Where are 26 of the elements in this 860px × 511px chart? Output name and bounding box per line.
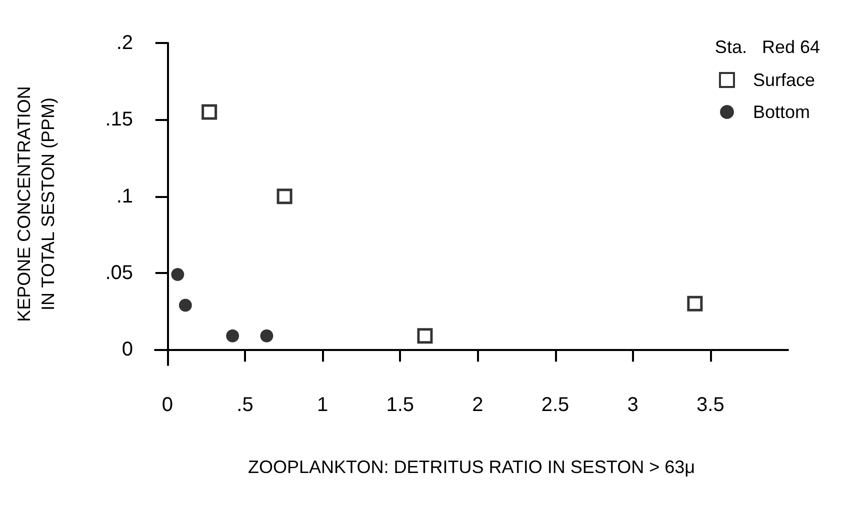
point	[260, 329, 274, 342]
point	[226, 329, 240, 342]
x-tick-label: 2.5	[541, 394, 570, 416]
x-tick-label: 3.5	[696, 394, 724, 416]
y-tick-label: .05	[105, 262, 133, 284]
point	[178, 298, 192, 312]
x-tick-label: 2	[472, 394, 484, 416]
x-tick-label: 3	[627, 394, 638, 416]
y-tick-label: 0	[122, 338, 133, 361]
legend-label: Surface	[752, 70, 816, 90]
point	[202, 104, 218, 120]
y-tick-label: .2	[116, 32, 133, 54]
legend-title: Sta. Red 64	[714, 37, 820, 57]
legend-label: Bottom	[752, 102, 810, 122]
x-tick-label: 0	[162, 394, 173, 416]
point	[276, 188, 292, 204]
point	[171, 268, 184, 282]
x-axis-title: ZOOPLANKTON: DETRITUS RATIO IN SESTON > 63μ	[248, 457, 695, 477]
point	[417, 328, 433, 344]
y-tick-label: .1	[116, 185, 133, 208]
y-axis-title: KEPONE CONCENTRATION IN TOTAL SESTON (PPM)	[14, 86, 58, 322]
y-tick-label: .15	[105, 108, 133, 131]
x-tick-label: 1	[316, 394, 328, 416]
x-tick-label: .5	[236, 394, 254, 416]
x-tick-label: 1.5	[386, 394, 414, 416]
point	[687, 296, 703, 312]
